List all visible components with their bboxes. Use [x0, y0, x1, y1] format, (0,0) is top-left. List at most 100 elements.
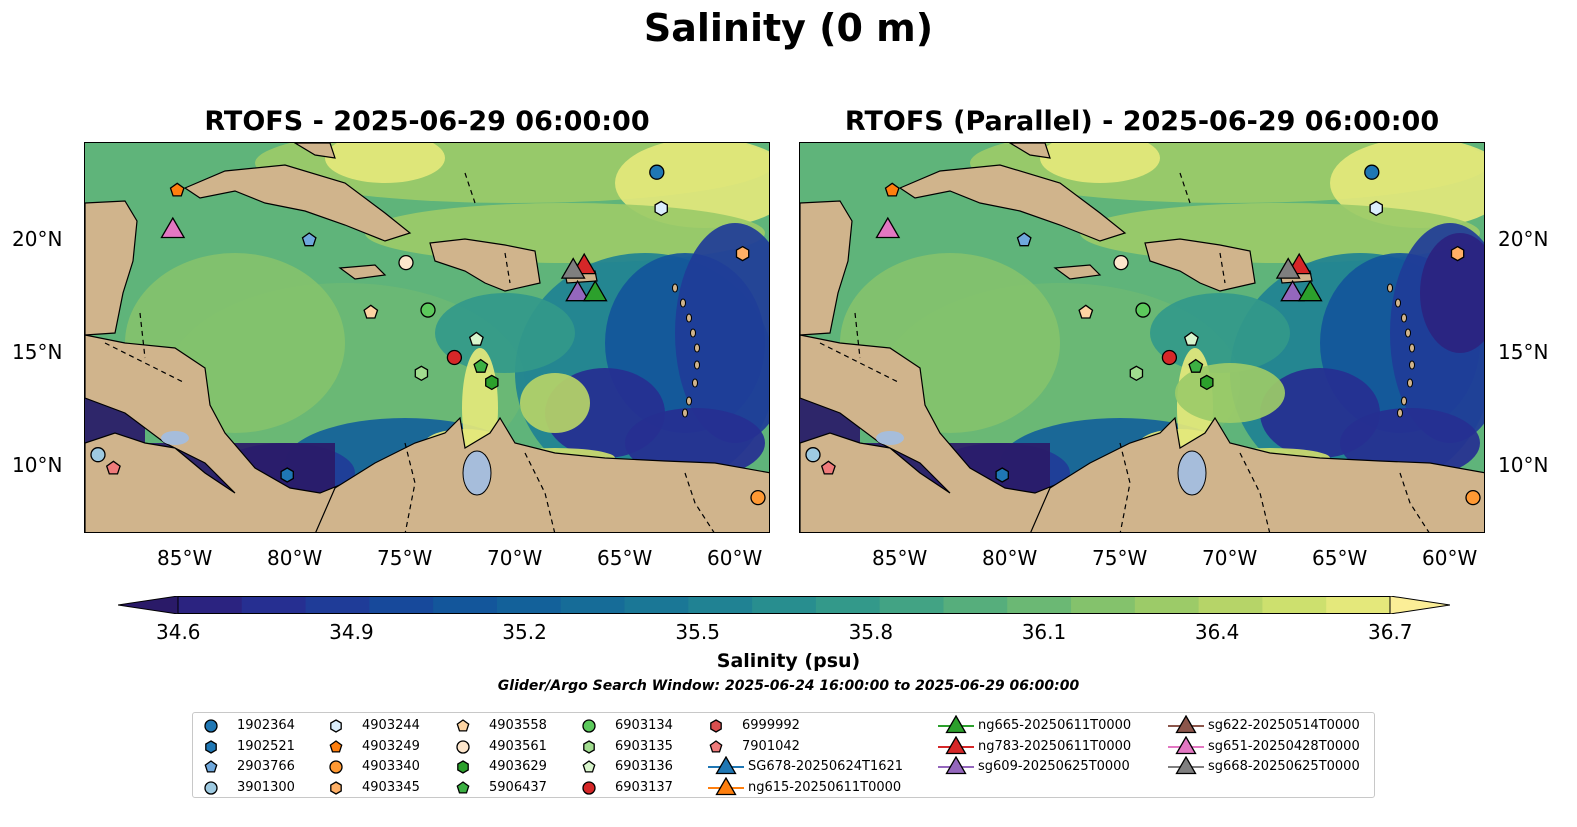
legend-marker — [945, 735, 967, 754]
legend-marker — [582, 760, 596, 773]
island — [694, 360, 700, 370]
legend-marker — [204, 780, 218, 795]
legend-float-symbol — [710, 719, 722, 733]
legend-float-symbol — [582, 760, 596, 773]
float-marker — [468, 331, 484, 346]
legend-label: 5906437 — [489, 779, 547, 795]
legend-label: 2903766 — [237, 759, 295, 774]
legend-marker — [205, 739, 217, 754]
legend-marker — [715, 756, 737, 775]
colorbar-segment — [433, 596, 498, 614]
legend-marker — [1175, 715, 1197, 734]
panel-title-rtofs: RTOFS - 2025-06-29 06:00:00 — [204, 106, 650, 137]
legend-label: ng615-20250611T0000 — [748, 779, 902, 795]
salinity-field-patch — [435, 293, 575, 373]
float-marker — [1183, 331, 1199, 346]
legend-marker — [709, 739, 723, 753]
float-marker — [446, 349, 463, 366]
colorbar-segment — [178, 596, 243, 614]
glider-marker — [582, 279, 608, 302]
legend-marker — [330, 719, 342, 733]
legend-marker — [329, 739, 343, 753]
island — [1401, 396, 1407, 406]
float-marker — [1450, 245, 1465, 262]
float-marker — [1188, 358, 1204, 373]
search-window-caption: Glider/Argo Search Window: 2025-06-24 16… — [497, 678, 1080, 694]
latitude-tick-label-left: 15°N — [12, 340, 63, 364]
legend-float-symbol — [456, 719, 470, 732]
colorbar-segment — [496, 596, 562, 614]
legend-marker — [457, 760, 469, 774]
land-mass — [85, 334, 346, 532]
float-marker — [398, 254, 414, 271]
land-mass — [293, 143, 336, 159]
legend-label: 6903135 — [615, 738, 673, 754]
land-mass — [1008, 143, 1051, 159]
float-marker — [473, 358, 489, 373]
float-marker — [995, 467, 1009, 483]
colorbar-segment — [1326, 596, 1391, 614]
legend-glider-symbol — [1168, 735, 1204, 754]
float-marker — [485, 374, 499, 391]
legend-label: 6903134 — [615, 718, 673, 733]
longitude-tick-label: 70°W — [487, 546, 543, 570]
legend-label: 4903561 — [489, 738, 547, 754]
legend-marker — [204, 719, 218, 733]
salinity-colorbar — [117, 595, 1451, 615]
float-marker — [820, 460, 836, 475]
island — [686, 396, 692, 406]
salinity-field-patch — [675, 223, 769, 443]
legend-label: sg668-20250625T0000 — [1208, 759, 1360, 774]
glider-marker — [875, 216, 901, 239]
latitude-tick-label-left: 20°N — [12, 227, 63, 251]
legend-float-symbol — [205, 739, 217, 754]
legend-marker — [945, 756, 967, 775]
colorbar-tick-label: 35.2 — [502, 620, 547, 644]
float-marker — [301, 232, 317, 247]
latitude-tick-label-right: 20°N — [1498, 227, 1549, 251]
land-mass — [1053, 264, 1102, 280]
float-marker — [420, 302, 436, 318]
legend-glider-symbol — [708, 776, 744, 795]
legend-float-symbol — [709, 739, 723, 753]
colorbar-extend-max — [1389, 595, 1451, 615]
legend-float-symbol — [204, 780, 218, 795]
legend-marker — [1175, 735, 1197, 754]
island — [1407, 378, 1413, 388]
legend-float-symbol — [583, 739, 595, 754]
island — [692, 378, 698, 388]
lake-maracaibo — [462, 450, 492, 496]
colorbar-tick-label: 35.8 — [848, 620, 894, 644]
float-marker — [169, 182, 185, 197]
legend-float-symbol — [204, 719, 218, 733]
colorbar-extend-min — [117, 595, 179, 615]
legend-marker — [330, 780, 342, 795]
country-border — [1399, 472, 1430, 532]
legend-label: 7901042 — [742, 738, 800, 754]
land-mass — [1030, 416, 1484, 532]
legend-label: 4903629 — [489, 759, 547, 774]
float-marker — [1161, 349, 1178, 366]
float-marker — [1135, 302, 1151, 318]
colorbar-segment — [1262, 596, 1327, 614]
legend-glider-symbol — [1168, 756, 1204, 775]
legend-glider-symbol — [938, 735, 974, 754]
colorbar-segment — [1134, 596, 1200, 614]
legend-label: 6903136 — [615, 759, 673, 774]
longitude-tick-label: 85°W — [872, 546, 928, 570]
legend-float-symbol — [582, 719, 596, 733]
float-marker — [1369, 200, 1383, 217]
legend-marker — [204, 760, 218, 773]
legend-label: ng783-20250611T0000 — [978, 738, 1132, 754]
salinity-field-patch — [1420, 233, 1484, 353]
float-marker — [1129, 365, 1144, 382]
float-marker — [1465, 489, 1481, 506]
island — [694, 343, 700, 353]
country-border — [104, 342, 186, 384]
country-border — [1239, 452, 1271, 532]
platform-legend: 1902364 1902521 2903766 3901300 4903244 49032… — [192, 712, 1375, 798]
island — [686, 313, 692, 323]
island — [1395, 298, 1401, 308]
legend-label: 1902521 — [237, 738, 295, 754]
country-border — [854, 312, 861, 359]
